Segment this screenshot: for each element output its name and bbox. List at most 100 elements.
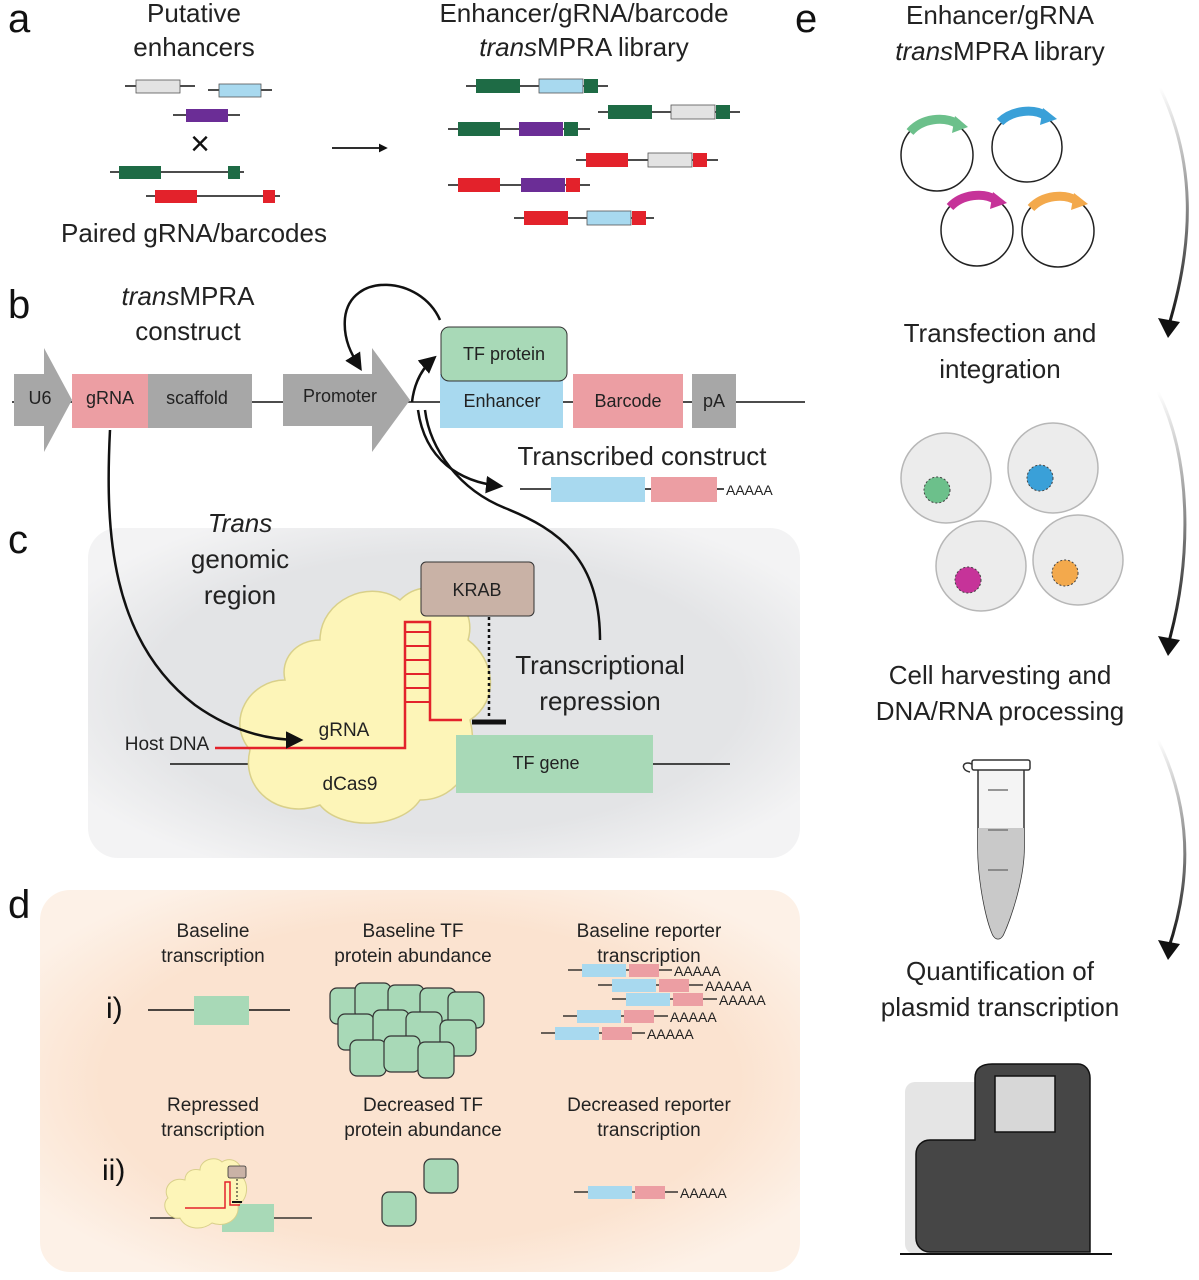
plasmid-blue: [991, 106, 1063, 183]
grna-strand: [215, 620, 462, 750]
panel-c: Trans genomic region Host DNA gRNA dCas9…: [107, 409, 730, 824]
panel-label-b: b: [8, 283, 30, 327]
panel-d: Baseline transcription Baseline TF prote…: [102, 921, 766, 1232]
flow-arrow-3: [1156, 739, 1187, 951]
u6-promoter-arrow: [14, 348, 72, 452]
repression-label-2: repression: [539, 686, 660, 716]
decreased-tf-2: protein abundance: [344, 1120, 501, 1141]
cell-green: [900, 432, 992, 524]
putative-enhancers-title-1: Putative: [147, 0, 241, 28]
transcription-arrow: [416, 409, 504, 494]
flow-arrow-2: [1156, 391, 1187, 646]
e-library-title-1: Enhancer/gRNA: [906, 0, 1095, 30]
cross-symbol: ×: [190, 125, 210, 163]
repression-label-1: Transcriptional: [515, 650, 685, 680]
transcribed-construct-label: Transcribed construct: [517, 441, 767, 471]
svg-text:AAAAA: AAAAA: [670, 1009, 717, 1025]
svg-text:AAAAA: AAAAA: [719, 992, 766, 1008]
row-ii-label: ii): [102, 1154, 125, 1187]
repressed-mini-diagram: [150, 1158, 312, 1232]
library-construct-5: [448, 178, 590, 192]
enhancer-fragment-purple: [186, 109, 228, 122]
library-construct-1: [466, 78, 608, 94]
enhancer-fragment-blue: [218, 83, 262, 98]
library-construct-6: [514, 210, 654, 226]
panel-e: Enhancer/gRNA transMPRA library Transfec…: [876, 0, 1189, 1255]
decreased-tf-1: Decreased TF: [363, 1095, 483, 1116]
dcas9-label: dCas9: [323, 774, 378, 795]
promoter-activation-arrow: [410, 355, 437, 403]
baseline-transcription-2: transcription: [161, 946, 265, 967]
svg-text:AAAAA: AAAAA: [705, 978, 752, 994]
enhancer-fragment-gray: [135, 79, 181, 94]
scaffold-label: scaffold: [166, 388, 228, 408]
e-library-title-2: transMPRA library: [895, 36, 1105, 66]
cell-magenta: [935, 520, 1027, 612]
transcribed-enhancer: [551, 477, 645, 502]
baseline-transcription-1: Baseline: [177, 921, 250, 942]
library-title-1: Enhancer/gRNA/barcode: [439, 0, 728, 28]
promoter-arrow: [283, 348, 410, 452]
library-construct-2: [598, 104, 740, 120]
svg-text:AAAAA: AAAAA: [674, 963, 721, 979]
baseline-reporter-2: transcription: [597, 946, 701, 967]
microcentrifuge-tube: [962, 759, 1031, 940]
baseline-reporter-1: Baseline reporter: [577, 921, 722, 942]
trans-genomic-region-1: Trans: [208, 508, 273, 538]
barcode-fragment-green: [228, 166, 240, 179]
u6-label: U6: [28, 388, 51, 408]
panel-label-a: a: [8, 0, 31, 41]
grna-hairpin-ladder: [405, 631, 430, 703]
sequencer-instrument: [900, 1063, 1112, 1255]
decreased-reporter-1: Decreased reporter: [567, 1095, 731, 1116]
barcode-fragment-red: [263, 190, 275, 203]
quant-label-2: plasmid transcription: [881, 992, 1119, 1022]
plasmid-green: [900, 114, 974, 192]
library-title-2: transMPRA library: [479, 32, 689, 62]
construct-title-1: transMPRA: [122, 281, 256, 311]
barcode-segment: [573, 374, 683, 428]
decreased-protein-1: [423, 1158, 459, 1194]
baseline-tf-1: Baseline TF: [362, 921, 463, 942]
harvest-label-1: Cell harvesting and: [889, 660, 1112, 690]
host-dna-label: Host DNA: [125, 734, 210, 755]
repression-feedback-line: [423, 409, 602, 641]
paired-grna-barcodes-label: Paired gRNA/barcodes: [61, 218, 327, 248]
grna-segment: [72, 374, 148, 428]
cell-blue: [1007, 422, 1099, 514]
panel-label-e: e: [795, 0, 817, 41]
krab-box: [420, 561, 535, 617]
library-construct-3: [448, 122, 590, 136]
pa-segment: [692, 374, 736, 428]
harvest-label-2: DNA/RNA processing: [876, 696, 1125, 726]
scaffold-segment: [148, 374, 252, 428]
grna-label-c: gRNA: [319, 720, 370, 741]
plasmid-orange: [1021, 191, 1095, 268]
panel-b: transMPRA construct U6 gRNA scaffold Pro…: [12, 281, 805, 502]
panel-label-d: d: [8, 883, 30, 927]
grna-targeting-arrow: [107, 429, 304, 749]
repressed-transcription-2: transcription: [161, 1120, 265, 1141]
decreased-protein-2: [381, 1191, 417, 1227]
transcribed-barcode: [651, 477, 717, 502]
decreased-reporter-transcript: AAAAA: [574, 1185, 727, 1201]
repressed-transcription-1: Repressed: [167, 1095, 259, 1116]
enhancer-segment: [440, 374, 563, 428]
baseline-gene: [194, 996, 249, 1025]
tf-gene-box: [456, 735, 653, 793]
baseline-protein-cluster: [329, 982, 485, 1079]
plasmid-magenta: [940, 190, 1014, 267]
tf-protein-label: TF protein: [463, 344, 545, 364]
trans-genomic-region-3: region: [204, 580, 276, 610]
baseline-tf-2: protein abundance: [334, 946, 491, 967]
tf-gene-label: TF gene: [512, 753, 579, 773]
panel-label-c: c: [8, 518, 28, 562]
putative-enhancers-title-2: enhancers: [133, 32, 254, 62]
trans-genomic-region-2: genomic: [191, 544, 289, 574]
barcode-label: Barcode: [594, 391, 661, 411]
svg-text:AAAAA: AAAAA: [647, 1026, 694, 1042]
tf-binding-loop-arrow: [343, 283, 442, 371]
row-i-label: i): [106, 992, 123, 1025]
cell-orange: [1032, 514, 1124, 606]
